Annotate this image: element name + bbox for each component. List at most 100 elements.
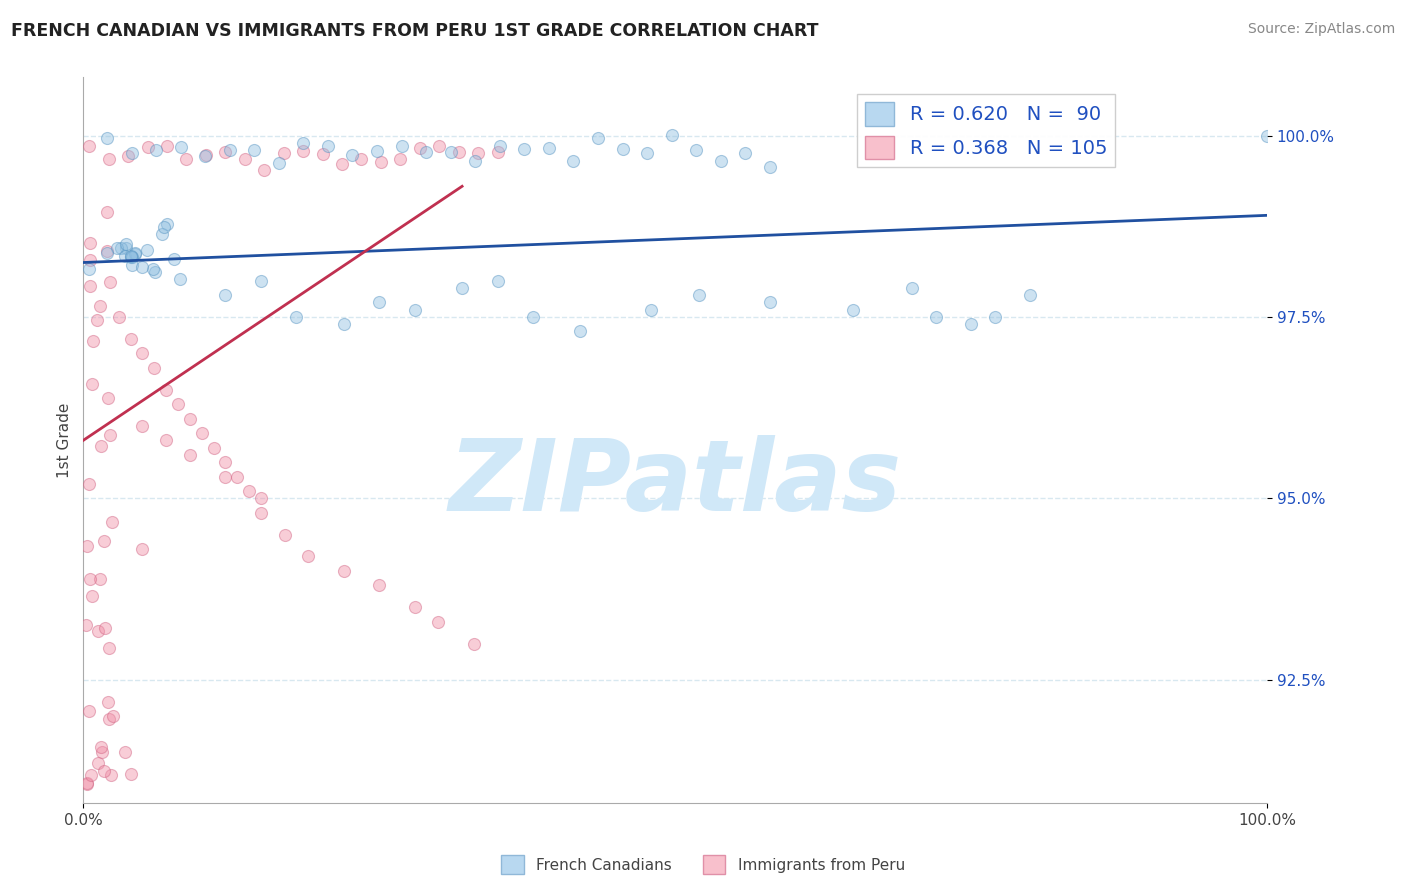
Point <box>131 260 153 274</box>
Point <box>391 139 413 153</box>
Point <box>114 746 136 760</box>
Point <box>214 145 236 159</box>
Point <box>316 138 339 153</box>
Point <box>1256 128 1278 143</box>
Point <box>96 244 118 258</box>
Point <box>243 143 266 157</box>
Point <box>131 418 153 433</box>
Point <box>136 140 159 154</box>
Text: ZIPatlas: ZIPatlas <box>449 435 901 533</box>
Point <box>101 516 124 530</box>
Point <box>100 275 122 289</box>
Point <box>93 533 115 548</box>
Point <box>194 148 217 162</box>
Point <box>115 241 138 255</box>
Point <box>75 618 97 632</box>
Point <box>214 469 236 483</box>
Point <box>131 542 153 557</box>
Point <box>97 712 120 726</box>
Point <box>145 143 167 157</box>
Point <box>155 383 177 397</box>
Point <box>190 426 212 441</box>
Point <box>562 154 585 169</box>
Point <box>76 777 98 791</box>
Point <box>97 391 120 405</box>
Point <box>77 704 100 718</box>
Point <box>488 139 510 153</box>
Point <box>513 142 536 156</box>
Point <box>91 745 114 759</box>
Point <box>79 261 101 276</box>
Point <box>464 153 486 168</box>
Point <box>150 227 173 242</box>
Point <box>77 477 100 491</box>
Point <box>404 600 426 615</box>
Point <box>292 136 315 150</box>
Point <box>226 469 249 483</box>
Point <box>467 146 489 161</box>
Point <box>100 768 122 782</box>
Point <box>710 153 733 168</box>
Point <box>960 317 983 331</box>
Point <box>167 397 190 411</box>
Legend: R = 0.620   N =  90, R = 0.368   N = 105: R = 0.620 N = 90, R = 0.368 N = 105 <box>858 95 1115 167</box>
Point <box>640 302 662 317</box>
Point <box>250 491 273 506</box>
Point <box>759 295 782 310</box>
Point <box>332 317 354 331</box>
Point <box>76 539 98 553</box>
Point <box>114 249 136 263</box>
Point <box>368 295 391 310</box>
Point <box>253 163 276 178</box>
Point <box>94 621 117 635</box>
Point <box>96 246 118 260</box>
Point <box>120 332 142 346</box>
Point <box>486 274 509 288</box>
Point <box>79 252 101 267</box>
Point <box>250 274 273 288</box>
Point <box>427 615 450 629</box>
Point <box>415 145 437 159</box>
Point <box>107 310 129 324</box>
Point <box>98 427 121 442</box>
Point <box>152 219 174 234</box>
Point <box>447 145 470 160</box>
Point <box>87 756 110 770</box>
Point <box>311 147 333 161</box>
Point <box>330 157 353 171</box>
Y-axis label: 1st Grade: 1st Grade <box>58 402 72 478</box>
Point <box>924 310 946 324</box>
Point <box>80 590 103 604</box>
Point <box>120 249 142 263</box>
Point <box>131 346 153 360</box>
Point <box>121 146 143 161</box>
Point <box>218 143 240 157</box>
Point <box>79 572 101 586</box>
Point <box>273 145 295 160</box>
Text: Source: ZipAtlas.com: Source: ZipAtlas.com <box>1247 22 1395 37</box>
Point <box>80 377 103 392</box>
Point <box>292 144 315 158</box>
Point <box>537 141 560 155</box>
Point <box>612 142 634 156</box>
Point <box>688 288 710 302</box>
Point <box>636 145 658 160</box>
Point <box>685 144 707 158</box>
Point <box>214 288 236 302</box>
Point <box>120 767 142 781</box>
Point <box>238 484 260 499</box>
Point <box>96 205 118 219</box>
Point <box>463 636 485 650</box>
Point <box>155 434 177 448</box>
Point <box>98 641 121 656</box>
Point <box>110 241 132 255</box>
Point <box>86 624 108 638</box>
Point <box>162 252 184 267</box>
Point <box>155 217 177 231</box>
Point <box>156 139 179 153</box>
Point <box>214 455 236 469</box>
Point <box>409 141 432 155</box>
Point <box>77 139 100 153</box>
Point <box>486 145 509 160</box>
Point <box>115 237 138 252</box>
